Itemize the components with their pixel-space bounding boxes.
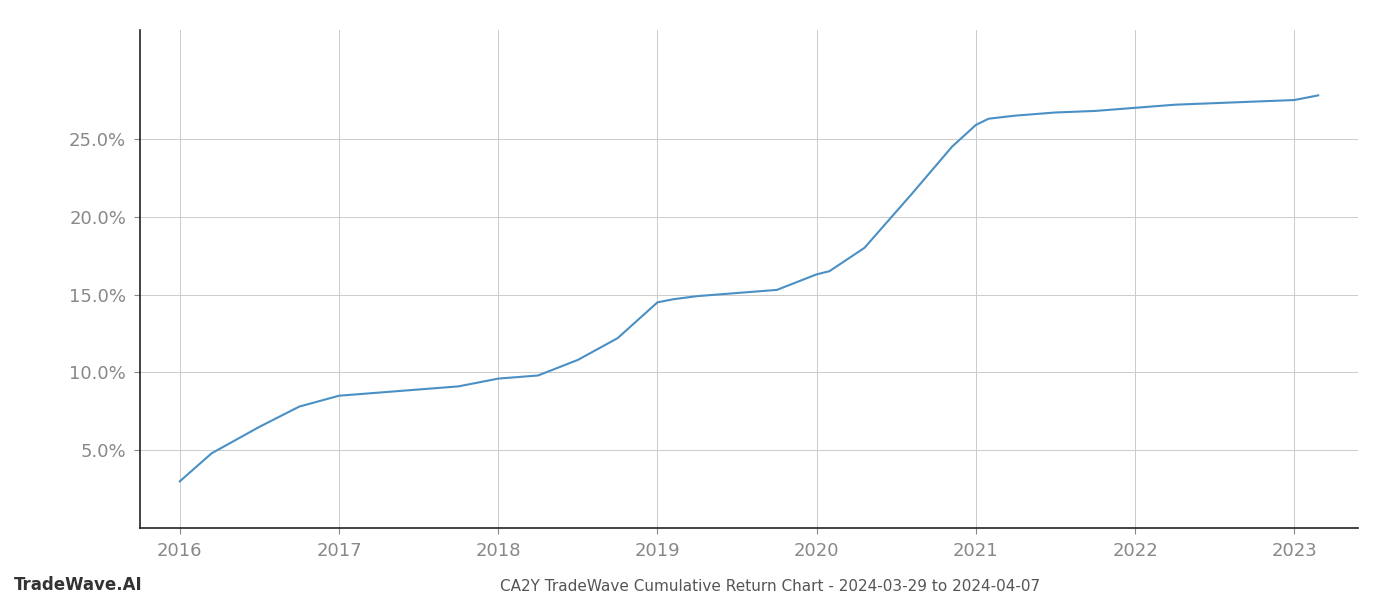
Text: CA2Y TradeWave Cumulative Return Chart - 2024-03-29 to 2024-04-07: CA2Y TradeWave Cumulative Return Chart -… (500, 579, 1040, 594)
Text: TradeWave.AI: TradeWave.AI (14, 576, 143, 594)
